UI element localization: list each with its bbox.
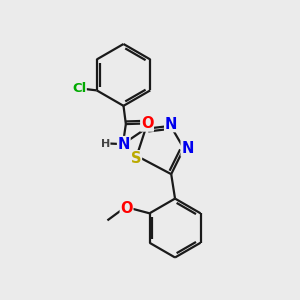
Text: S: S xyxy=(131,151,141,166)
Text: N: N xyxy=(165,117,177,132)
Text: N: N xyxy=(181,141,194,156)
Text: N: N xyxy=(118,136,130,152)
Text: Cl: Cl xyxy=(72,82,86,95)
Text: O: O xyxy=(120,200,133,215)
Text: H: H xyxy=(100,139,110,148)
Text: O: O xyxy=(141,116,153,131)
